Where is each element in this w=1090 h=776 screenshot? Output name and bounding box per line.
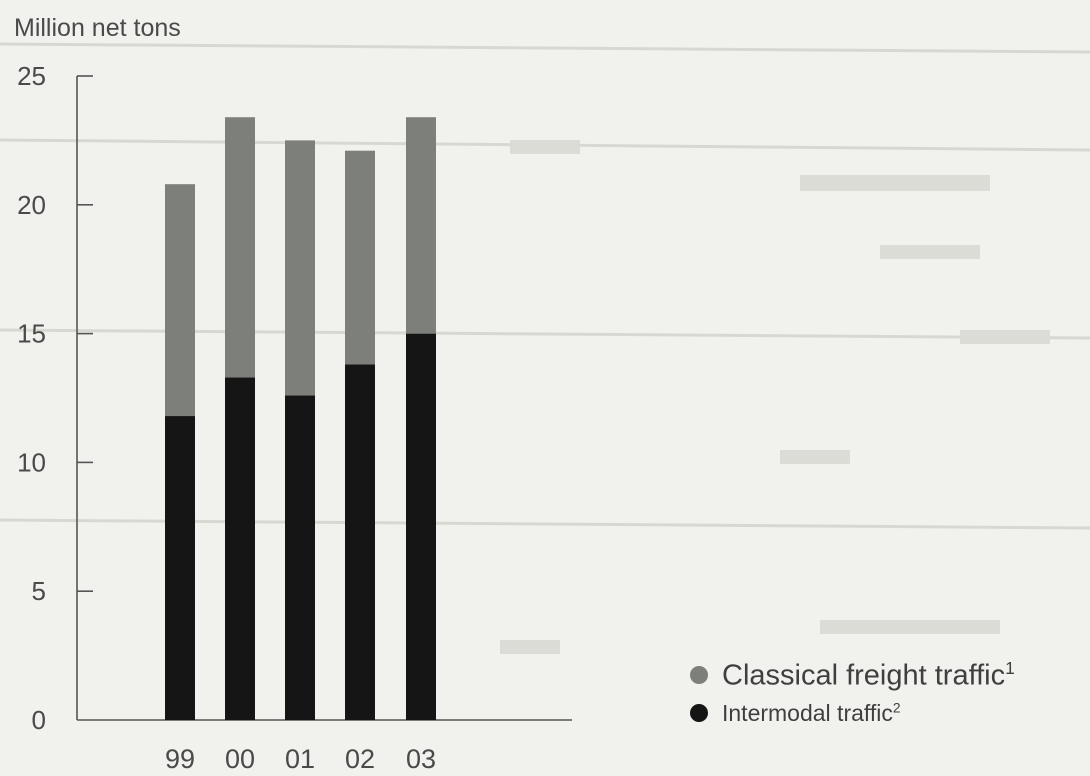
classical-freight-swatch — [690, 666, 708, 684]
y-axis-label: Million net tons — [14, 14, 181, 42]
bar-classical — [225, 117, 255, 378]
y-tick-label: 0 — [32, 705, 46, 735]
bar-intermodal — [345, 364, 375, 720]
bar-intermodal — [285, 395, 315, 720]
bar-intermodal — [406, 333, 436, 720]
intermodal-swatch — [690, 704, 708, 722]
y-tick-label: 25 — [17, 61, 46, 91]
x-tick-label: 00 — [225, 744, 255, 774]
bars — [165, 117, 436, 720]
bar-intermodal — [225, 377, 255, 720]
bar-classical — [285, 140, 315, 396]
y-tick-label: 5 — [32, 576, 46, 606]
legend-item-classical: Classical freight traffic1 — [690, 656, 1015, 694]
x-tick-label: 03 — [406, 744, 436, 774]
legend-label-intermodal: Intermodal traffic2 — [722, 699, 901, 726]
legend: Classical freight traffic1 Intermodal tr… — [690, 656, 1015, 732]
bar-intermodal — [165, 416, 195, 720]
y-tick-label: 10 — [17, 447, 46, 477]
axes — [76, 75, 572, 721]
x-tick-label: 99 — [165, 744, 195, 774]
bar-classical — [165, 184, 195, 417]
x-tick-label: 01 — [285, 744, 315, 774]
tick-labels: 0 5 10 15 20 25 99 00 01 02 03 — [17, 61, 436, 774]
y-tick-label: 20 — [17, 190, 46, 220]
legend-label-classical: Classical freight traffic1 — [722, 657, 1015, 692]
bar-classical — [406, 117, 436, 334]
bar-classical — [345, 150, 375, 365]
x-tick-label: 02 — [345, 744, 375, 774]
y-tick-label: 15 — [17, 319, 46, 349]
legend-item-intermodal: Intermodal traffic2 — [690, 694, 1015, 732]
